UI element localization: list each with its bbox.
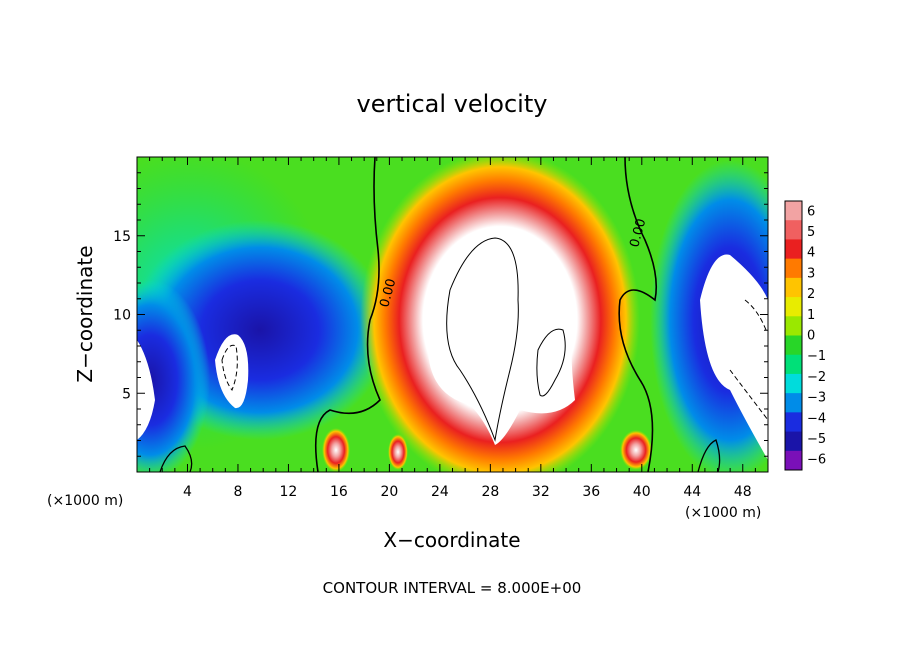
- colorbar-swatch: [785, 393, 802, 413]
- colorbar-swatch: [785, 412, 802, 433]
- core-contour: [446, 237, 519, 442]
- zero-contour-left: [314, 157, 381, 472]
- x-tick-label: 24: [431, 484, 449, 500]
- low-red-spot-40: [620, 430, 652, 470]
- contour-interval-footer: CONTOUR INTERVAL = 8.000E+00: [323, 579, 582, 597]
- colorbar-label: −4: [807, 411, 826, 426]
- dashed-contour-right: [729, 299, 768, 421]
- y-tick-label: 10: [113, 308, 131, 324]
- colorbar-label: 6: [807, 204, 815, 219]
- colorbar-swatch: [785, 335, 802, 356]
- colorbar-label: 2: [807, 287, 815, 302]
- x-tick-label: 8: [233, 484, 242, 500]
- low-contour-right: [697, 439, 721, 472]
- zero-contour-right: [618, 157, 658, 472]
- colorbar-swatch: [785, 297, 802, 317]
- x-tick-label: 20: [380, 484, 398, 500]
- x-tick-label: 4: [183, 484, 192, 500]
- central-white-core: [428, 231, 575, 445]
- colorbar-swatch: [785, 354, 802, 375]
- contour-label-left: 0.00: [377, 277, 399, 309]
- chart-title: vertical velocity: [357, 90, 548, 118]
- y-tick-label: 15: [113, 229, 131, 245]
- colorbar-label: −2: [807, 370, 826, 385]
- colorbar-label: 3: [807, 266, 815, 281]
- x-tick-label: 32: [532, 484, 550, 500]
- x-tick-label: 44: [683, 484, 701, 500]
- core-contour-small: [536, 328, 566, 397]
- colorbar-label: 0: [807, 329, 815, 344]
- y-axis-label: Z−coordinate: [73, 245, 97, 382]
- left-white-core: [215, 334, 249, 409]
- x-tick-label: 28: [481, 484, 499, 500]
- x-axis-ticks: 4 8 12 16 20 24 28 32 36 40 44 48: [149, 157, 756, 500]
- colorbar-label: 5: [807, 225, 815, 240]
- colorbar-label: −6: [807, 453, 826, 468]
- colorbar-swatch: [785, 239, 802, 260]
- x-axis-label: X−coordinate: [383, 528, 520, 552]
- left-edge-blue: [137, 280, 210, 472]
- colorbar-label: −3: [807, 391, 826, 406]
- y-tick-label: 5: [122, 386, 131, 402]
- colorbar-swatch: [785, 220, 802, 240]
- x-tick-label: 16: [330, 484, 348, 500]
- colorbar-label: −1: [807, 349, 826, 364]
- colorbar: 6 5 4 3 2 1 0 −1 −2 −3 −4 −5 −6: [784, 200, 826, 471]
- x-tick-label: 12: [280, 484, 298, 500]
- x-tick-label: 40: [633, 484, 651, 500]
- low-contour-left: [159, 445, 193, 472]
- dashed-contour-left: [221, 344, 238, 391]
- x-unit-label-right: (×1000 m): [685, 505, 761, 521]
- contour-label-right: 0.00: [627, 217, 649, 249]
- colorbar-label: 1: [807, 308, 815, 323]
- colorbar-swatch: [785, 316, 802, 336]
- x-unit-label-left: (×1000 m): [47, 493, 123, 509]
- low-red-spot-20: [388, 434, 408, 470]
- colorbar-swatch: [785, 258, 802, 279]
- x-tick-label: 48: [734, 484, 752, 500]
- y-axis-ticks: 5 10 15: [113, 172, 768, 457]
- x-tick-label: 36: [582, 484, 600, 500]
- colorbar-swatch: [785, 277, 802, 298]
- left-edge-white: [137, 340, 155, 440]
- colorbar-label: −5: [807, 432, 826, 447]
- colorbar-swatch: [785, 431, 802, 452]
- colorbar-swatch: [785, 450, 802, 471]
- colorbar-label: 4: [807, 246, 815, 261]
- colorbar-swatch: [785, 201, 802, 221]
- plot-area: [137, 157, 768, 472]
- colorbar-swatch: [785, 373, 802, 394]
- low-red-spot-16: [322, 428, 350, 472]
- colorbar-frame: [784, 200, 803, 471]
